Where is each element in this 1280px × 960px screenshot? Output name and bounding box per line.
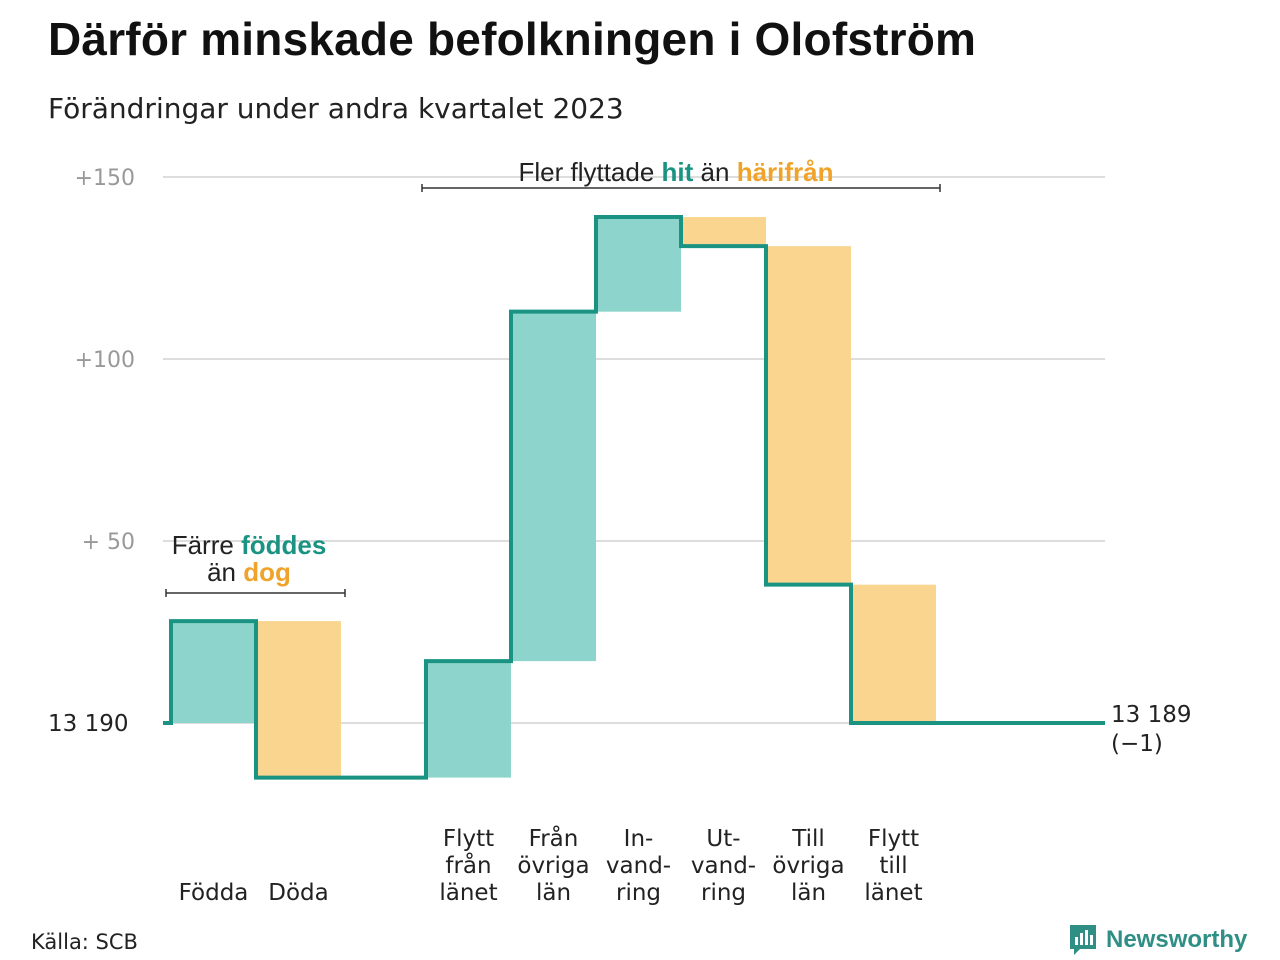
category-label-line: till xyxy=(879,853,907,879)
start-value-label: 13 190 xyxy=(48,711,128,737)
category-label-line: län xyxy=(536,880,571,906)
waterfall-bar xyxy=(851,584,936,723)
waterfall-bar xyxy=(256,621,341,778)
category-label-line: ring xyxy=(616,880,661,906)
category-label-line: Till xyxy=(791,826,825,852)
annotation-natural-line2: än dog xyxy=(207,557,291,587)
annotation-text xyxy=(693,157,700,187)
category-label: Flytt till länet xyxy=(864,826,922,906)
source-note: Källa: SCB xyxy=(31,930,138,954)
annotation-text: härifrån xyxy=(737,157,834,187)
category-label-line: Från xyxy=(529,824,579,852)
newsworthy-logo-icon xyxy=(1070,925,1096,955)
waterfall-step-line xyxy=(163,215,1105,780)
category-label-line: län xyxy=(791,880,826,906)
category-label-line: länet xyxy=(864,880,922,906)
category-label: Flytt från länet xyxy=(439,826,497,906)
y-tick-label: +100 xyxy=(75,348,135,373)
y-tick-label: +150 xyxy=(75,166,135,191)
category-label-line: In- xyxy=(624,826,654,852)
annotation-text xyxy=(236,557,243,587)
end-value-label: 13 189 xyxy=(1111,702,1191,728)
category-label-line: övriga xyxy=(517,853,589,879)
category-label: Födda xyxy=(179,880,249,906)
annotation-text xyxy=(234,530,241,560)
category-label-line: Flytt xyxy=(868,826,919,852)
chart-title: Därför minskade befolkningen i Olofström xyxy=(48,13,977,65)
category-label-line: övriga xyxy=(772,853,844,879)
brand-logo: Newsworthy xyxy=(1068,923,1247,957)
brand-name: Newsworthy xyxy=(1106,926,1248,953)
annotation-text: än xyxy=(701,157,730,187)
category-label-line: vand- xyxy=(691,853,756,879)
category-label-line: från xyxy=(445,851,491,879)
waterfall-bar xyxy=(171,621,256,723)
category-label-line: vand- xyxy=(606,853,671,879)
category-label: In-vand-ring xyxy=(606,826,671,906)
category-label-line: Döda xyxy=(268,880,328,906)
category-label: Från övriga län xyxy=(517,824,589,906)
waterfall-bar xyxy=(511,311,596,662)
category-label: Ut-vand-ring xyxy=(691,826,756,906)
category-label-line: Flytt xyxy=(443,826,494,852)
category-label-line: ring xyxy=(701,880,746,906)
annotation-natural-line1: Färre föddes xyxy=(172,530,327,560)
category-label-line: länet xyxy=(439,880,497,906)
annotation-text: dog xyxy=(243,557,291,587)
annotation-text xyxy=(729,157,736,187)
annotation-text: föddes xyxy=(241,530,326,560)
annotation-text: Färre xyxy=(172,530,234,560)
category-label-line: Ut- xyxy=(706,826,740,852)
annotation-text: hit xyxy=(662,157,694,187)
waterfall-bar xyxy=(426,661,511,778)
category-label-line: Födda xyxy=(179,880,249,906)
end-change-label: (−1) xyxy=(1111,731,1163,757)
category-label: Döda xyxy=(268,880,328,906)
annotation-migration: Fler flyttade hit än härifrån xyxy=(518,157,833,187)
waterfall-bar xyxy=(766,246,851,585)
annotation-text xyxy=(654,157,661,187)
category-label: Till övriga län xyxy=(772,826,844,906)
y-tick-label: + 50 xyxy=(82,530,135,555)
annotation-text: än xyxy=(207,557,236,587)
chart-subtitle: Förändringar under andra kvartalet 2023 xyxy=(48,92,624,125)
waterfall-bar xyxy=(681,217,766,247)
waterfall-bar xyxy=(596,217,681,312)
annotation-text: Fler flyttade xyxy=(518,157,654,187)
